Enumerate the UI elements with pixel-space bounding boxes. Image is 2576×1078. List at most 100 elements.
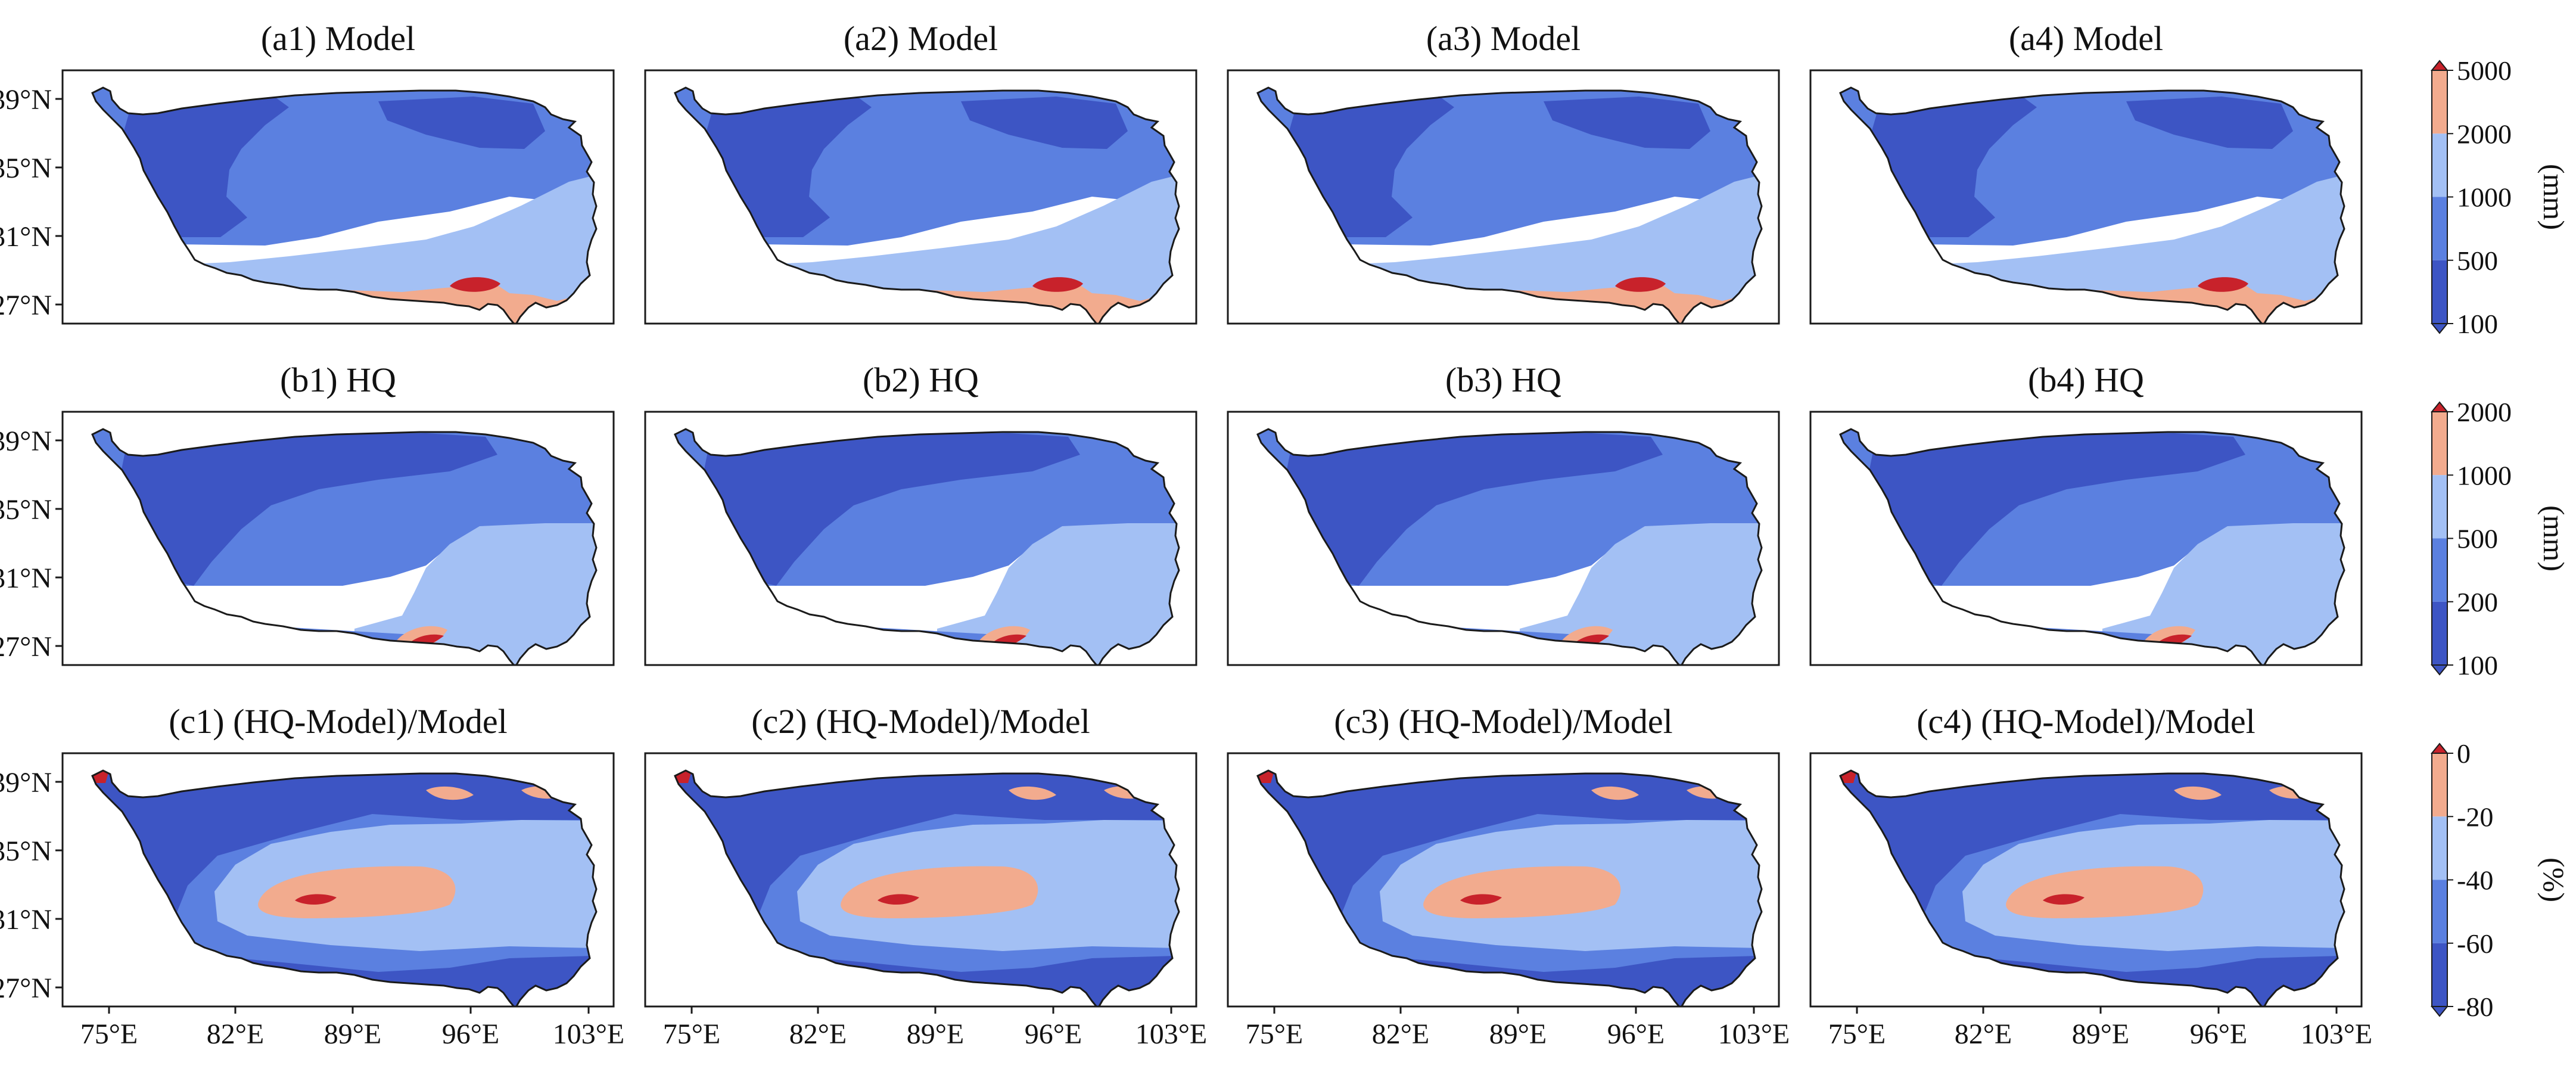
contour-region-9 (92, 771, 110, 783)
field-contours (92, 88, 596, 324)
contour-region-5 (2006, 866, 2204, 918)
contour-region-9 (1258, 771, 1275, 783)
colorbar-unit: (mm) (2537, 164, 2571, 230)
panel-frame (1227, 411, 1780, 666)
contour-region-5 (1423, 866, 1621, 918)
colorbar-extend-bottom (2430, 664, 2449, 676)
colorbar-segment (2432, 880, 2447, 943)
field-contours (1840, 429, 2344, 665)
panel-title: (a1) Model (261, 19, 415, 58)
contour-region-6 (1615, 277, 1666, 292)
panel-title: (b4) HQ (2028, 361, 2144, 399)
contour-region-5 (258, 866, 456, 918)
lon-tick-label: 103°E (1135, 1018, 1208, 1050)
colorbar-tick-label: -60 (2457, 928, 2493, 959)
field-contours (675, 429, 1179, 665)
contour-region-2 (1870, 94, 2037, 237)
map-panel-9: (c1) (HQ-Model)/Model 39°N 35°N 31°N 27°N 75°… (0, 702, 624, 1050)
panel-title: (c3) (HQ-Model)/Model (1334, 702, 1673, 741)
contour-region-3 (2126, 97, 2293, 149)
contour-region-4 (92, 625, 414, 665)
map-panel-1: (a1) Model 39°N 35°N 31°N 27°N (0, 19, 615, 325)
lat-tick-label: 35°N (0, 494, 52, 526)
colorbar-tick-label: 1000 (2457, 182, 2512, 213)
lon-tick-label: 82°E (1955, 1018, 2012, 1050)
contour-region-3 (378, 97, 545, 149)
panel-frame (61, 411, 615, 666)
plateau-map (1839, 86, 2345, 324)
lat-tick-label: 27°N (0, 631, 52, 663)
plateau-map (1256, 428, 1763, 665)
lat-tick-label: 31°N (0, 221, 52, 253)
lon-tick-label: 75°E (1246, 1018, 1303, 1050)
lon-tick-label: 75°E (663, 1018, 721, 1050)
contour-region-2 (122, 94, 289, 237)
lat-tick-label: 27°N (0, 290, 52, 321)
contour-region-6 (1009, 786, 1056, 800)
colorbar-tick-label: 1000 (2457, 460, 2512, 490)
contour-region-4 (1258, 625, 1579, 665)
colorbar-tick-label: -40 (2457, 865, 2493, 896)
map-panel-6: (b2) HQ (644, 361, 1197, 666)
colorbar-extend-top (2430, 743, 2449, 754)
panel-title: (b1) HQ (280, 361, 396, 399)
map-panel-8: (b4) HQ (1809, 361, 2363, 666)
colorbar-segment (2432, 260, 2447, 324)
plateau-map (1839, 769, 2345, 1006)
contour-region-9 (1840, 771, 1858, 783)
plateau-map (1256, 86, 1763, 324)
field-contours (1258, 429, 1762, 665)
contour-region-8 (878, 894, 919, 905)
lon-tick-label: 96°E (442, 1018, 500, 1050)
panel-title: (b3) HQ (1445, 361, 1561, 399)
colorbar-unit: (mm) (2537, 505, 2571, 571)
lon-tick-label: 75°E (80, 1018, 138, 1050)
contour-region-2 (1281, 433, 1663, 586)
colorbar-extend-top (2430, 401, 2449, 412)
colorbar-extend-bottom (2430, 323, 2449, 334)
colorbar-unit: (%) (2537, 858, 2571, 902)
colorbar-extend-bottom (2430, 1006, 2449, 1017)
plateau-map (91, 428, 598, 665)
panel-title: (c1) (HQ-Model)/Model (169, 702, 508, 741)
colorbar-segment (2432, 753, 2447, 817)
contour-region-2 (1864, 433, 2245, 586)
panel-title: (b2) HQ (863, 361, 979, 399)
field-contours (1840, 88, 2344, 324)
contour-region-8 (1460, 894, 1502, 905)
lat-tick-label: 39°N (0, 84, 52, 116)
map-panel-11: (c3) (HQ-Model)/Model 75°E 82°E 89°E 96°E 103… (1227, 702, 1790, 1050)
panel-title: (a4) Model (2009, 19, 2163, 58)
contour-region-2 (1258, 771, 1762, 957)
colorbar-segment (2432, 412, 2447, 476)
map-panel-12: (c4) (HQ-Model)/Model 75°E 82°E 89°E 96°E 103… (1809, 702, 2373, 1050)
contour-region-6 (1591, 786, 1639, 800)
map-panel-7: (b3) HQ (1227, 361, 1780, 666)
colorbar-segment (2432, 133, 2447, 197)
lat-tick-label: 27°N (0, 973, 52, 1004)
plateau-map (674, 769, 1180, 1006)
contour-region-3 (961, 97, 1128, 149)
colorbar-2: 2000 1000 500 200 100 (mm) (2430, 397, 2571, 681)
plateau-map (91, 769, 598, 1006)
colorbar-segment (2432, 943, 2447, 1006)
map-panel-3: (a3) Model (1227, 19, 1780, 325)
panel-frame (61, 752, 615, 1008)
colorbar-tick-label: -20 (2457, 801, 2493, 832)
contour-region-6 (2198, 277, 2248, 292)
lon-tick-label: 96°E (1607, 1018, 1665, 1050)
colorbar-segment (2432, 475, 2447, 539)
contour-region-6 (2174, 786, 2222, 800)
contour-region-2 (699, 433, 1080, 586)
plateau-map (1839, 428, 2345, 665)
colorbar-segment (2432, 601, 2447, 665)
lon-tick-label: 82°E (1372, 1018, 1430, 1050)
lon-tick-label: 103°E (2301, 1018, 2373, 1050)
panel-frame (61, 69, 615, 325)
contour-region-2 (1287, 94, 1454, 237)
lon-tick-label: 96°E (2190, 1018, 2248, 1050)
colorbar-segment (2432, 538, 2447, 602)
contour-region-5 (841, 866, 1038, 918)
contour-region-8 (2043, 894, 2085, 905)
